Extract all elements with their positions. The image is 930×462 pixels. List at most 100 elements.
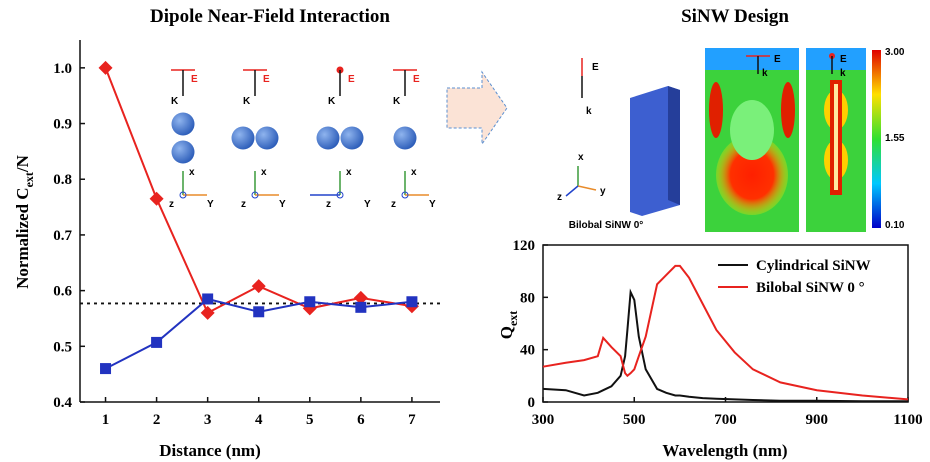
marker (202, 293, 214, 305)
axis-arrow (577, 185, 597, 191)
e-label: E (413, 74, 420, 85)
chart-title: Dipole Near-Field Interaction (150, 6, 390, 27)
axis-label: z (241, 199, 246, 210)
axis-label: x (261, 167, 267, 178)
sphere (316, 126, 340, 150)
x-tick-label: 3 (204, 412, 212, 428)
k-label: K (243, 96, 251, 107)
nanowire-side (668, 86, 680, 205)
sphere (393, 126, 417, 150)
marker (151, 336, 163, 348)
axis-label: x (411, 167, 417, 178)
colorbar-label: 0.10 (885, 220, 905, 231)
map-region (709, 82, 723, 138)
axis-origin (336, 191, 344, 199)
y-tick-label: 80 (520, 290, 535, 306)
axis-label: x (189, 167, 195, 178)
y-tick-label: 0.5 (53, 339, 72, 355)
colorbar-label: 1.55 (885, 133, 905, 144)
x-axis-label: Wavelength (nm) (662, 441, 787, 460)
x-tick-label: 700 (714, 412, 737, 428)
x-tick-label: 2 (153, 412, 161, 428)
x-tick-label: 500 (623, 412, 646, 428)
y-axis-label: Normalized Cext/N (13, 154, 36, 289)
x-tick-label: 4 (255, 412, 263, 428)
axis-label: Y (429, 199, 436, 210)
k-label: K (171, 96, 179, 107)
legend-label: Bilobal SiNW 0 ° (756, 280, 865, 296)
axis-origin (179, 191, 187, 199)
sphere (171, 140, 195, 164)
map-label: E (840, 54, 847, 65)
e-label: E (263, 74, 270, 85)
y-label-sub: ext (22, 172, 36, 187)
axis-origin (401, 191, 409, 199)
map-region (781, 82, 795, 138)
y-tick-label: 1.0 (53, 61, 72, 77)
axis-label: Y (207, 199, 214, 210)
design-sketch: E k x z y Bilobal SiNW 0° (557, 58, 680, 231)
caption: Bilobal SiNW 0° (569, 220, 644, 231)
colorbar-label: 3.00 (885, 47, 905, 58)
y-tick-label: 0.6 (53, 284, 72, 300)
axis-arrow (565, 185, 579, 197)
design-title: SiNW Design (681, 6, 789, 27)
marker (304, 296, 316, 308)
x-tick-label: 5 (306, 412, 314, 428)
marker (406, 296, 418, 308)
sphere (255, 126, 279, 150)
axis-label: z (326, 199, 331, 210)
axis-label: y (600, 186, 606, 197)
y-label-part: Q (497, 326, 516, 339)
y-tick-label: 120 (513, 238, 536, 254)
legend-label: Cylindrical SiNW (756, 258, 871, 274)
e-label: E (191, 74, 198, 85)
x-tick-label: 300 (532, 412, 555, 428)
k-label: k (586, 106, 592, 117)
x-tick-label: 6 (357, 412, 365, 428)
y-label-part: /N (13, 154, 32, 173)
series-line (104, 67, 413, 315)
map-region (806, 48, 866, 70)
axis-label: z (391, 199, 396, 210)
x-tick-label: 1100 (893, 412, 922, 428)
nanowire (630, 86, 680, 216)
axis-label: z (557, 192, 562, 203)
series-line (542, 288, 908, 403)
y-tick-label: 0.8 (53, 172, 72, 188)
axis-label: Y (364, 199, 371, 210)
y-tick-label: 0.7 (53, 228, 72, 244)
e-label: E (348, 74, 355, 85)
marker (149, 191, 164, 206)
map-region (716, 135, 788, 215)
series-line (542, 264, 909, 401)
k-label: K (393, 96, 401, 107)
flow-arrow (446, 70, 508, 146)
colorbar (872, 50, 881, 228)
map-region (834, 84, 838, 190)
k-label: K (328, 96, 336, 107)
y-label-sub: ext (506, 311, 520, 326)
axis-origin (251, 191, 259, 199)
marker (98, 60, 113, 75)
y-label-part: Normalized C (13, 187, 32, 289)
map-label: k (762, 68, 768, 79)
y-tick-label: 0.4 (53, 395, 72, 411)
marker (355, 301, 367, 313)
e-label: E (592, 62, 599, 73)
sphere (171, 112, 195, 136)
y-tick-label: 0 (528, 395, 536, 411)
map-label: k (840, 68, 846, 79)
y-axis-label: Qext (497, 311, 520, 340)
x-tick-label: 900 (806, 412, 829, 428)
axis-label: Y (279, 199, 286, 210)
marker (200, 305, 215, 320)
x-tick-label: 7 (408, 412, 416, 428)
marker (251, 279, 266, 294)
axis-label: z (169, 199, 174, 210)
map-region (730, 100, 774, 160)
axis-label: x (578, 152, 584, 163)
field-maps: 3.00 1.55 0.10 E k E k (705, 47, 905, 232)
marker (353, 290, 368, 305)
